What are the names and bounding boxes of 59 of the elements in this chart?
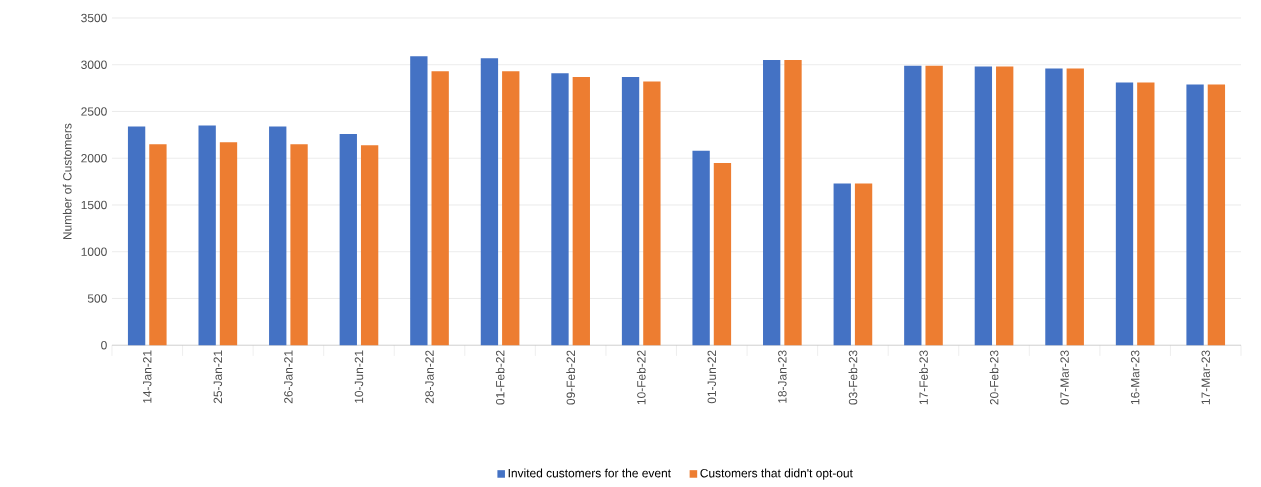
y-tick-label: 500 [87, 294, 107, 303]
bar [904, 65, 922, 346]
bar [269, 126, 287, 346]
y-axis-title: Number of Customers [62, 123, 72, 240]
bar [502, 71, 520, 346]
bar [621, 77, 640, 346]
x-tick-label: 03-Feb-23 [848, 350, 858, 405]
bar [410, 56, 428, 346]
bar [290, 144, 308, 346]
bar [1066, 68, 1084, 346]
bar [1207, 84, 1226, 346]
x-tick-label: 07-Mar-23 [1060, 350, 1069, 405]
x-tick-label: 17-Mar-23 [1201, 350, 1210, 405]
x-tick-label: 25-Jan-21 [213, 350, 223, 404]
bar [833, 183, 851, 346]
bar [339, 134, 357, 346]
bar [1115, 82, 1134, 346]
x-tick-label: 01-Feb-22 [495, 350, 505, 405]
bar [1137, 82, 1155, 346]
x-tick-label: 10-Feb-22 [636, 350, 646, 405]
x-tick-label: 28-Jan-22 [425, 350, 434, 404]
bar [713, 163, 732, 346]
bar [198, 125, 216, 346]
y-tick-label: 1500 [81, 200, 107, 210]
y-tick-label: 0 [101, 341, 107, 350]
bar [974, 66, 993, 346]
bar [996, 66, 1014, 346]
y-tick-label: 3000 [81, 60, 107, 70]
bar [1186, 84, 1204, 346]
x-tick-label: 18-Jan-23 [778, 350, 787, 404]
legend-label: Invited customers for the event [508, 468, 671, 478]
bar [925, 65, 943, 346]
bar [784, 60, 802, 346]
bar [763, 60, 781, 346]
y-tick-label: 2000 [81, 154, 107, 163]
x-tick-label: 14-Jan-21 [143, 350, 152, 404]
x-tick-label: 01-Jun-22 [707, 350, 717, 404]
bar [1045, 68, 1063, 346]
bar [431, 71, 449, 346]
legend-label: Customers that didn't opt-out [700, 468, 853, 480]
x-tick-label: 10-Jun-21 [354, 350, 364, 404]
bar [360, 145, 379, 346]
bar [643, 81, 661, 346]
x-tick-label: 20-Feb-23 [989, 350, 999, 405]
bar [219, 142, 238, 346]
bar [854, 183, 873, 346]
bar [127, 126, 146, 346]
bar [692, 150, 710, 346]
y-tick-label: 2500 [81, 107, 107, 116]
x-tick-label: 17-Feb-23 [919, 350, 928, 405]
y-tick-label: 3500 [81, 13, 107, 23]
x-tick-label: 09-Feb-22 [566, 350, 576, 405]
bar [551, 73, 569, 346]
y-tick-label: 1000 [81, 247, 107, 257]
x-tick-label: 26-Jan-21 [284, 350, 293, 404]
bar [149, 144, 167, 346]
bar [572, 77, 590, 346]
x-tick-label: 16-Mar-23 [1130, 350, 1140, 405]
bar [480, 58, 499, 346]
